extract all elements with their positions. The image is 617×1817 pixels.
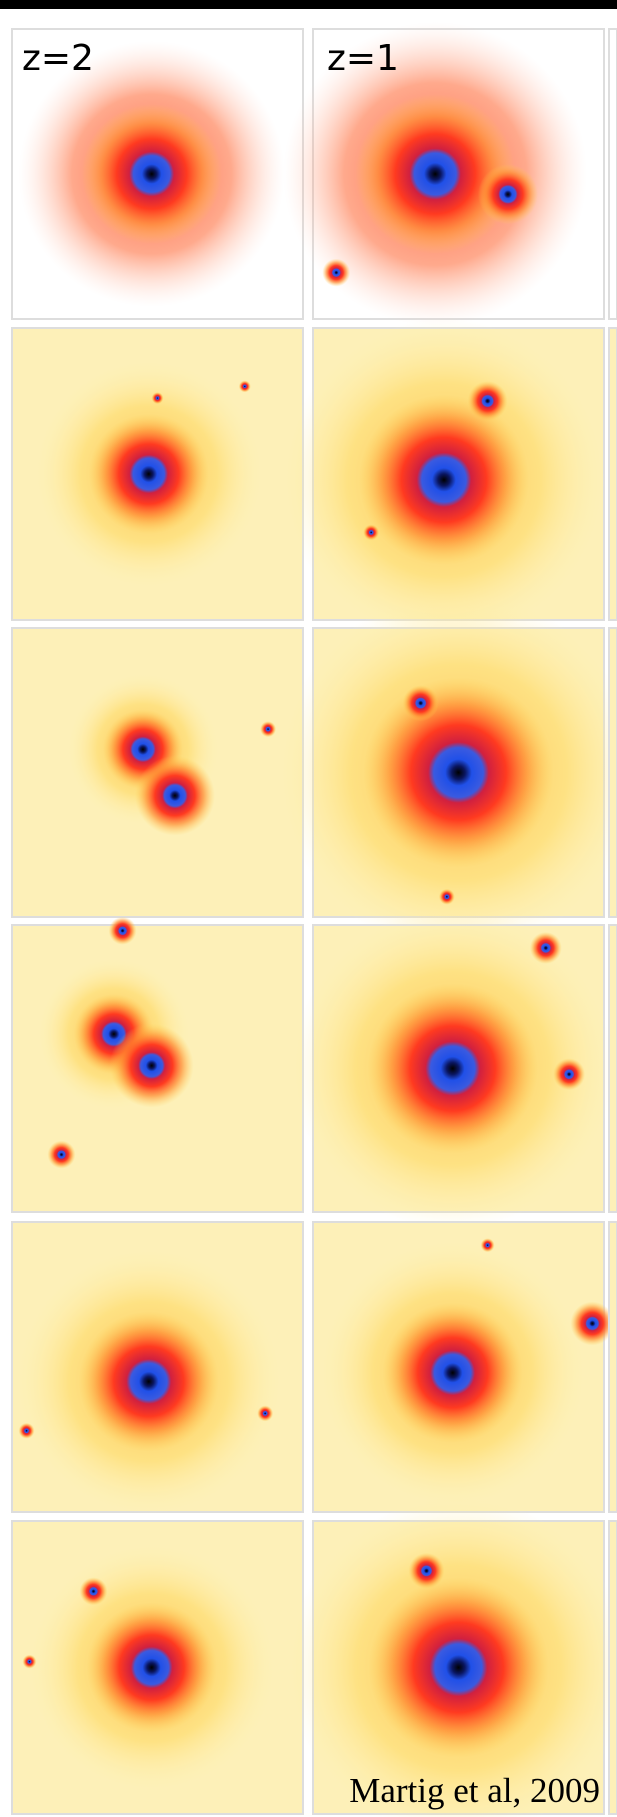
panel [609,328,617,620]
galaxy [260,721,276,737]
galaxy [408,1553,444,1589]
galaxy [363,524,379,540]
galaxy [530,932,562,964]
galaxy [359,395,529,565]
galaxy [364,678,554,868]
galaxy [478,164,538,224]
panel [609,1521,617,1814]
panel-grid [12,22,617,1817]
panel [609,1222,617,1512]
galaxy [481,1238,495,1252]
galaxy [439,889,455,905]
galaxy [570,1302,614,1346]
galaxy [239,380,251,392]
galaxy [110,1024,194,1108]
galaxy [19,1423,35,1439]
galaxy [109,917,137,945]
panel [609,925,617,1212]
galaxy [468,381,508,421]
top-bar [0,0,617,9]
galaxy [369,1578,549,1758]
galaxy [89,414,209,534]
galaxy [79,1577,107,1605]
panel-label: z=2 [22,38,94,79]
galaxy [553,1058,585,1090]
galaxy [135,756,215,836]
panel-label: z=1 [327,38,399,79]
galaxy [257,1405,273,1421]
galaxy [368,984,538,1154]
galaxy [47,1141,75,1169]
galaxy [82,104,222,244]
panel [609,628,617,917]
galaxy [383,1303,523,1443]
galaxy [403,685,439,721]
galaxy [322,259,350,287]
galaxy [87,1603,217,1733]
credit: Martig et al, 2009 [349,1771,600,1810]
panel [609,29,617,319]
galaxy [22,1655,36,1669]
galaxy [152,392,164,404]
figure: z=2 z=1 Martig et al, 2009 [0,0,617,1817]
galaxy [79,1312,219,1452]
